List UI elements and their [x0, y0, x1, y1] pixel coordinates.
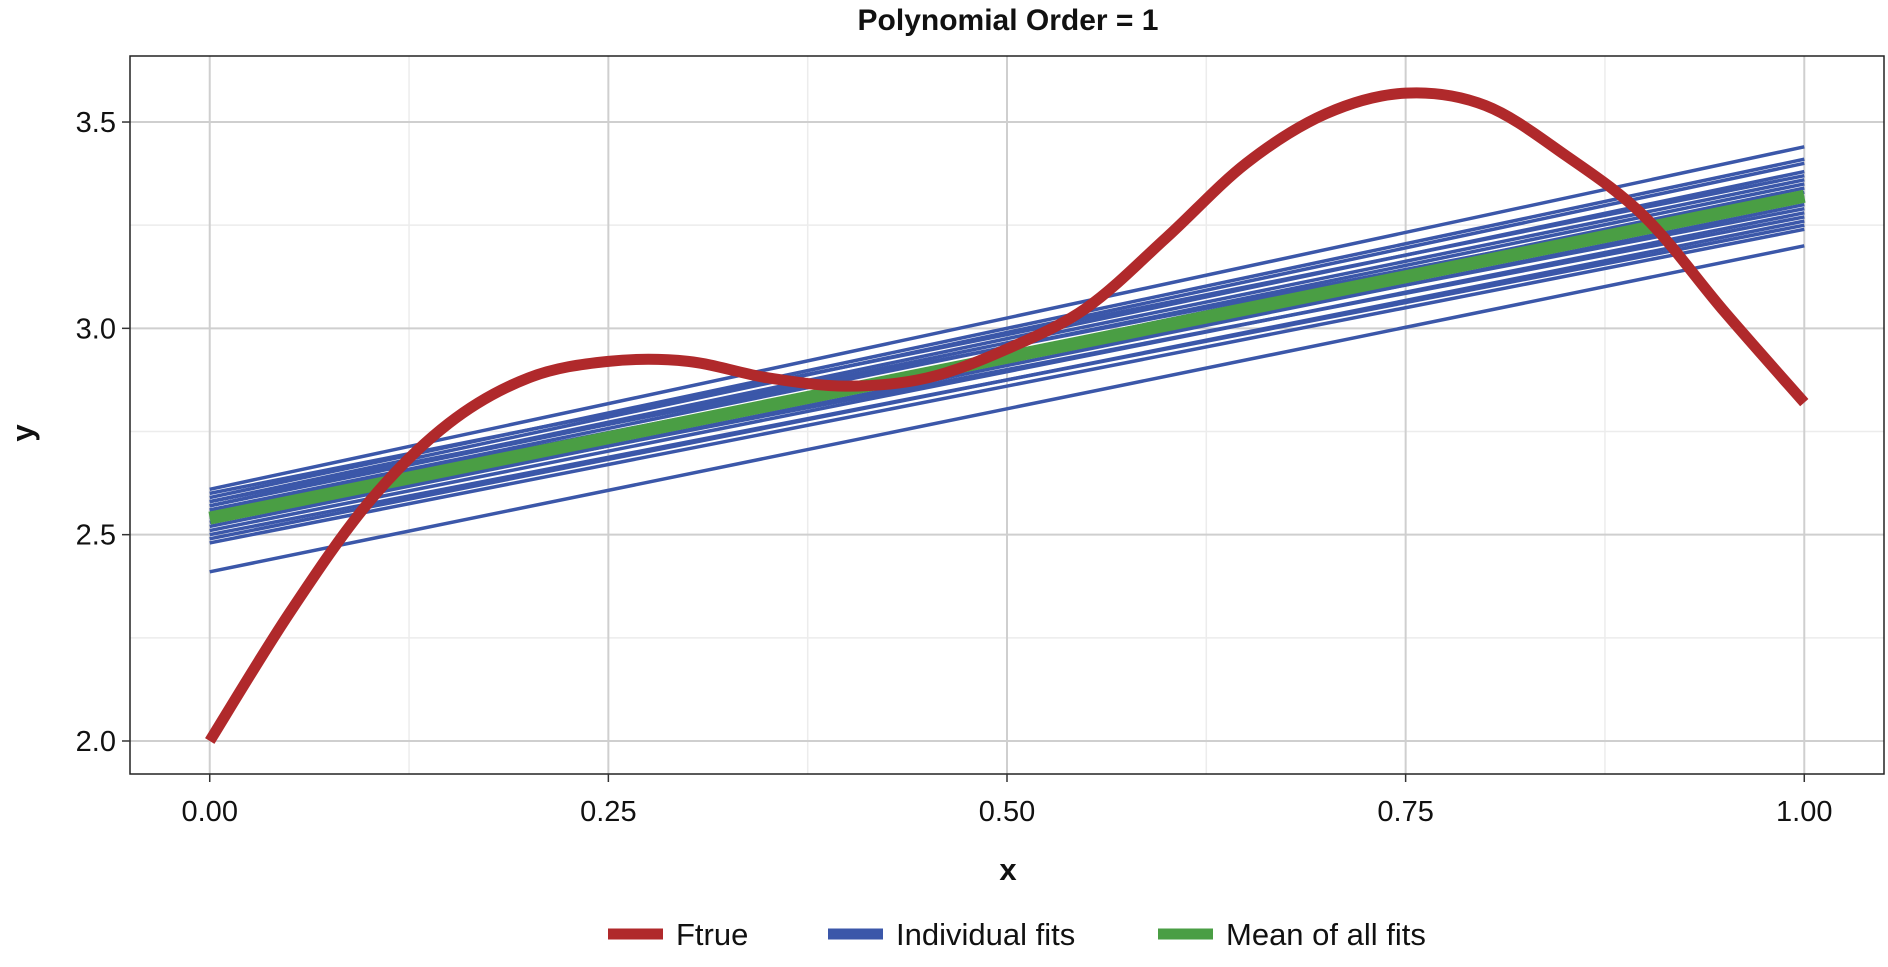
x-tick-label: 0.00 — [182, 796, 238, 828]
legend: Ftrue Individual fits Mean of all fits — [608, 917, 1426, 952]
data-series — [205, 87, 1809, 744]
legend-label: Ftrue — [676, 917, 748, 952]
individual-fit-line — [209, 244, 1805, 574]
y-tick-label: 3.5 — [76, 107, 116, 139]
individual-fit-line — [209, 173, 1805, 496]
individual-fit-line — [209, 227, 1805, 545]
legend-item: Ftrue — [608, 917, 748, 952]
legend-item: Mean of all fits — [1158, 917, 1426, 952]
legend-label: Mean of all fits — [1226, 917, 1426, 952]
y-tick-label: 2.0 — [76, 726, 116, 758]
legend-item: Individual fits — [828, 917, 1075, 952]
individual-fit-line — [209, 161, 1805, 504]
x-tick-label: 1.00 — [1776, 796, 1832, 828]
x-tick-label: 0.25 — [580, 796, 636, 828]
axis-ticks: 0.00 0.25 0.50 0.75 1.00 2.0 2.5 3.0 3.5 — [76, 107, 1833, 828]
y-axis-title: y — [5, 424, 40, 442]
individual-fit-line — [209, 145, 1805, 491]
x-tick-label: 0.75 — [1377, 796, 1433, 828]
individual-fit-line — [209, 211, 1805, 533]
x-tick-label: 0.50 — [979, 796, 1035, 828]
ftrue-curve — [205, 87, 1809, 744]
mean-fit-line — [208, 189, 1806, 525]
grid-lines — [130, 56, 1884, 774]
individual-fit-line — [209, 215, 1805, 525]
x-axis-title: x — [999, 852, 1017, 887]
individual-fit-line — [209, 223, 1805, 537]
chart-title: Polynomial Order = 1 — [858, 4, 1159, 37]
legend-label: Individual fits — [896, 917, 1075, 952]
y-tick-label: 2.5 — [76, 520, 116, 552]
y-tick-label: 3.0 — [76, 313, 116, 345]
